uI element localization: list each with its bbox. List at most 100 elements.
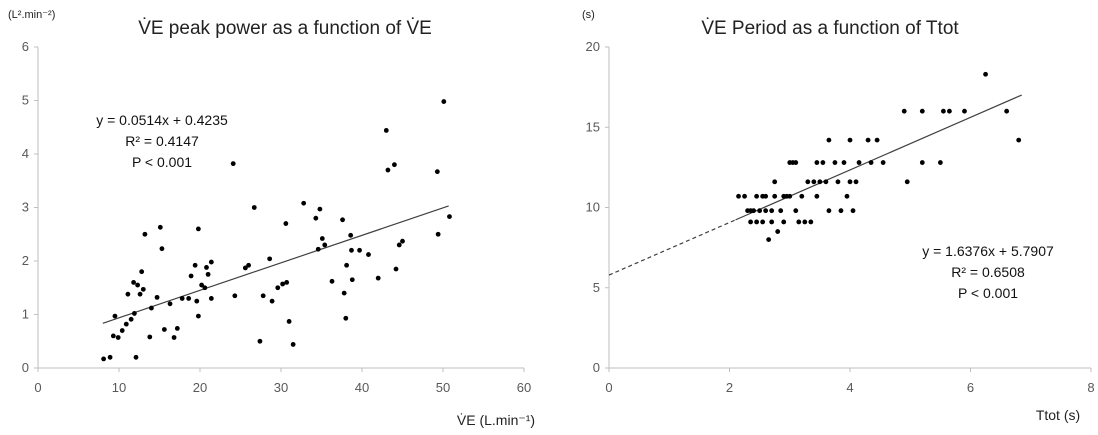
chart1-data-point [208,259,214,265]
chart1-data-point [188,273,194,279]
chart2-data-point [736,193,741,199]
chart1-data-point [269,298,275,304]
chart1-data-point [137,291,143,297]
chart2-data-point [832,160,838,165]
chart-ve-peak-power: (L².min⁻²) V̇E peak power as a function … [8,9,535,428]
chart1-data-point [400,238,405,244]
chart1-data-point [313,215,319,221]
chart2-data-point [772,179,778,185]
chart2-r-squared: R² = 0.6508 [951,264,1025,280]
chart2-data-point [940,108,946,114]
chart2-data-point [983,71,988,77]
chart-ve-period: (s) V̇E Period as a function of Ttot Tto… [582,9,1095,423]
chart2-data-point [754,219,760,225]
chart2-data-point [760,219,766,225]
chart1-data-point [192,262,198,268]
chart1-data-point [149,305,154,311]
chart1-data-point [315,246,321,252]
chart2-data-point [811,179,817,185]
chart1-data-point [154,294,160,300]
chart1-y-unit: (L².min⁻²) [8,9,55,21]
chart1-data-point [110,333,116,339]
chart1-data-point [375,275,381,281]
chart1-data-point [329,278,335,284]
chart2-data-point [1004,108,1010,114]
chart1-x-tick-label: 30 [274,380,288,395]
chart1-data-point [194,298,200,304]
chart1-data-point [267,256,273,262]
chart2-data-point [868,160,874,165]
chart2-data-point [844,193,850,199]
chart1-x-tick-label: 40 [355,380,369,395]
chart2-trendline [735,94,1022,221]
chart1-data-point [322,242,328,248]
chart1-y-tick-label: 3 [22,200,29,215]
chart1-title: V̇E peak power as a function of V̇E [138,18,432,39]
chart1-data-point [174,326,180,331]
chart1-data-point [434,169,440,175]
chart2-data-point [937,160,943,165]
chart1-data-point [186,296,192,301]
chart1-y-tick-label: 5 [22,93,29,108]
chart1-data-point [366,252,371,257]
chart2-data-point [874,137,880,143]
chart1-data-point [246,262,252,268]
chart2-data-point [880,160,886,165]
chart2-y-tick-label: 0 [593,360,600,375]
chart1-data-point [340,217,345,223]
chart1-data-point [348,232,354,238]
chart2-y-tick-label: 20 [586,39,600,54]
chart2-x-tick-label: 8 [1087,380,1094,395]
chart1-data-point [202,285,208,291]
chart1-data-point [284,280,290,285]
chart1-data-point [135,282,141,288]
chart1-data-point [115,335,121,340]
chart2-data-point [751,208,756,214]
chart2-data-point [754,193,760,199]
chart1-data-point [142,231,148,237]
chart1-data-point [357,247,362,253]
chart1-x-tick-label: 50 [436,380,450,395]
chart1-x-tick-label: 0 [34,380,41,395]
chart2-data-point [823,179,829,185]
chart1-data-point [230,161,236,167]
chart1-data-point [232,293,238,299]
chart1-p-value: P < 0.001 [132,154,192,170]
chart2-data-point [769,208,775,214]
chart2-data-point [772,193,778,199]
chart2-y-unit: (s) [582,9,595,21]
chart1-data-point [167,301,173,307]
chart2-data-point [757,208,763,214]
chart2-y-tick-label: 15 [586,119,600,134]
chart2-data-point [766,237,772,243]
chart2-data-point [814,193,820,199]
chart2-x-tick-label: 6 [967,380,974,395]
chart2-data-point [805,179,811,185]
chart1-data-point [301,200,307,206]
chart1-data-point [317,206,323,212]
chart2-data-point [901,108,907,114]
chart1-trendline [102,205,449,324]
chart1-data-point [195,313,201,319]
chart1-x-tick-label: 10 [112,380,126,395]
chart1-data-point [343,315,349,321]
chart2-data-point [799,193,805,199]
chart2-data-point [742,193,747,199]
chart1-data-point [125,291,131,297]
chart2-data-point [796,219,802,225]
chart2-data-point [793,208,799,214]
chart1-data-point [179,296,185,301]
chart2-y-tick-label: 10 [586,200,600,215]
chart1-r-squared: R² = 0.4147 [125,133,199,149]
chart1-data-point [349,247,354,253]
chart1-data-point [131,280,136,285]
chart1-y-tick-label: 1 [22,307,29,322]
chart2-data-point [763,193,769,199]
chart1-data-point [133,354,139,360]
chart2-data-point [865,137,871,143]
chart1-equation: y = 0.0514x + 0.4235 [96,112,228,128]
chart1-data-point [341,290,347,296]
chart2-data-point [808,219,814,225]
chart1-data-point [147,334,153,340]
